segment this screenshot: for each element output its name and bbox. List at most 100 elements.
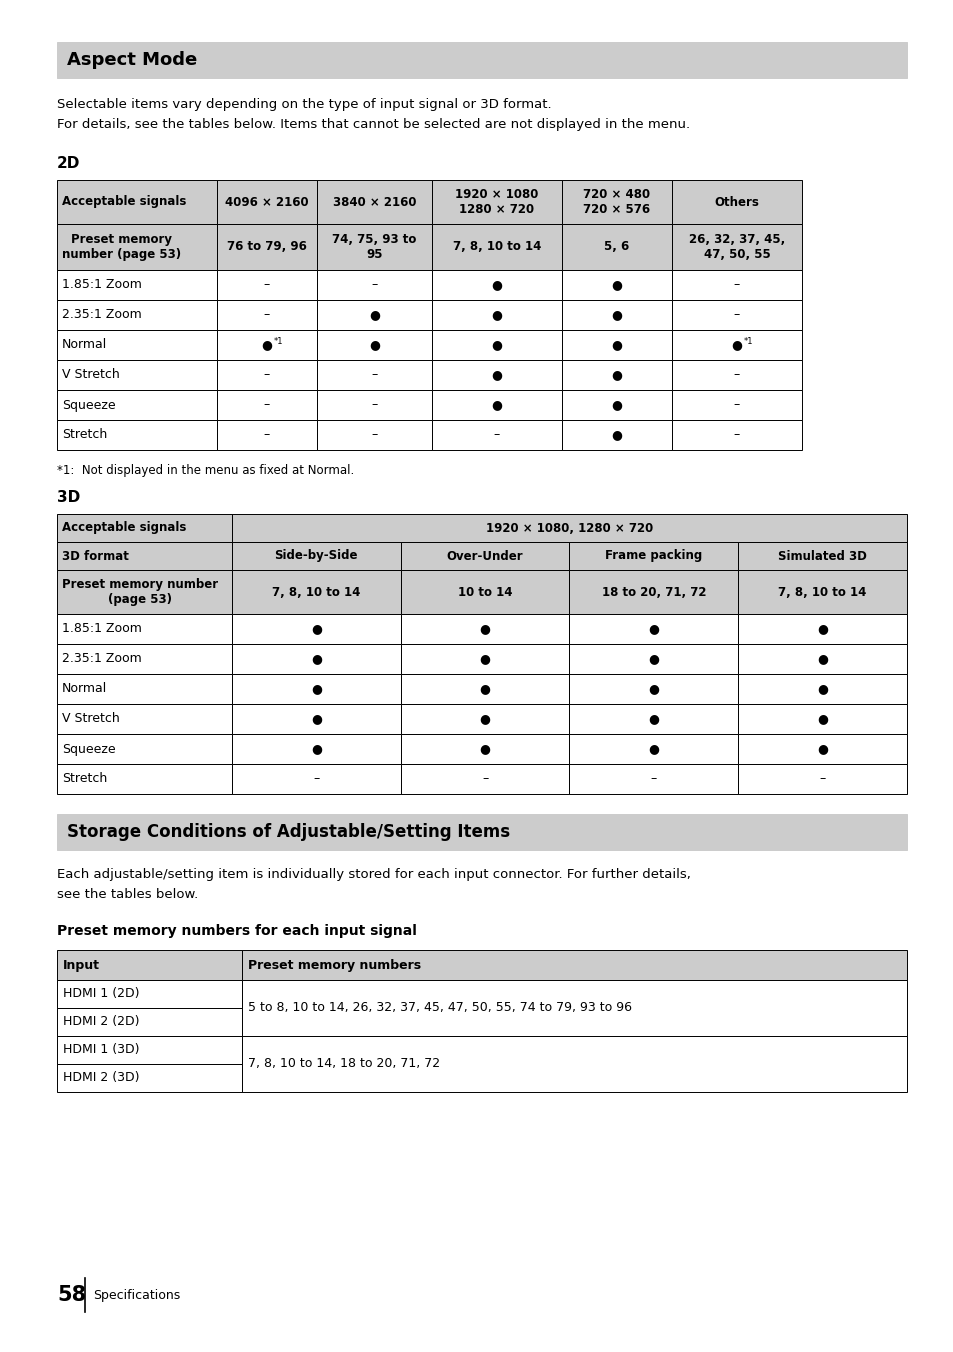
Bar [738, 675, 906, 704]
Bar [57, 950, 242, 980]
Bar [569, 675, 738, 704]
Text: ●: ● [479, 683, 490, 695]
Text: Specifications: Specifications [92, 1288, 180, 1302]
Text: 3D: 3D [57, 489, 80, 506]
Text: Preset memory number
(page 53): Preset memory number (page 53) [62, 579, 218, 606]
Text: 18 to 20, 71, 72: 18 to 20, 71, 72 [601, 585, 705, 599]
Bar [57, 542, 232, 571]
Text: ●: ● [817, 653, 827, 665]
Text: Preset memory numbers: Preset memory numbers [248, 959, 420, 972]
Text: 26, 32, 37, 45,
47, 50, 55: 26, 32, 37, 45, 47, 50, 55 [688, 233, 784, 261]
Text: Stretch: Stretch [62, 772, 107, 786]
Text: –: – [733, 429, 740, 442]
Bar [671, 420, 801, 450]
Text: ●: ● [311, 713, 321, 726]
Bar [561, 224, 671, 270]
Text: 3D format: 3D format [62, 549, 129, 562]
Bar [57, 734, 232, 764]
Bar [569, 542, 738, 571]
Text: ●: ● [731, 338, 741, 352]
Text: –: – [733, 279, 740, 292]
Bar [316, 330, 432, 360]
Bar [400, 704, 569, 734]
Text: –: – [264, 279, 270, 292]
Bar [432, 270, 561, 300]
Bar [216, 300, 316, 330]
Bar [57, 814, 906, 850]
Bar [400, 571, 569, 614]
Text: 7, 8, 10 to 14: 7, 8, 10 to 14 [272, 585, 360, 599]
Text: ●: ● [648, 653, 659, 665]
Bar [569, 644, 738, 675]
Text: –: – [264, 399, 270, 411]
Text: 720 × 480
720 × 576: 720 × 480 720 × 576 [583, 188, 650, 216]
Bar [432, 224, 561, 270]
Text: 2D: 2D [57, 155, 80, 170]
Bar [216, 270, 316, 300]
Text: ●: ● [491, 308, 502, 322]
Text: –: – [264, 308, 270, 322]
Bar [57, 330, 216, 360]
Bar [57, 1064, 242, 1092]
Text: –: – [733, 399, 740, 411]
Text: ●: ● [648, 713, 659, 726]
Text: 7, 8, 10 to 14, 18 to 20, 71, 72: 7, 8, 10 to 14, 18 to 20, 71, 72 [248, 1057, 439, 1071]
Text: ●: ● [261, 338, 273, 352]
Text: –: – [371, 279, 377, 292]
Text: ●: ● [311, 622, 321, 635]
Bar [232, 542, 400, 571]
Text: ●: ● [491, 338, 502, 352]
Text: 7, 8, 10 to 14: 7, 8, 10 to 14 [453, 241, 540, 254]
Text: –: – [481, 772, 488, 786]
Text: 1.85:1 Zoom: 1.85:1 Zoom [62, 279, 142, 292]
Text: ●: ● [491, 399, 502, 411]
Bar [57, 644, 232, 675]
Text: 1.85:1 Zoom: 1.85:1 Zoom [62, 622, 142, 635]
Text: Acceptable signals: Acceptable signals [62, 196, 186, 208]
Text: –: – [819, 772, 825, 786]
Bar [316, 224, 432, 270]
Text: ●: ● [369, 308, 379, 322]
Text: Normal: Normal [62, 338, 107, 352]
Text: 5, 6: 5, 6 [604, 241, 629, 254]
Text: ●: ● [479, 653, 490, 665]
Text: Simulated 3D: Simulated 3D [778, 549, 866, 562]
Text: ●: ● [611, 338, 621, 352]
Bar [671, 270, 801, 300]
Text: 10 to 14: 10 to 14 [457, 585, 512, 599]
Bar [561, 389, 671, 420]
Bar [738, 614, 906, 644]
Bar [316, 360, 432, 389]
Bar [432, 420, 561, 450]
Bar [57, 224, 216, 270]
Text: ●: ● [491, 279, 502, 292]
Bar [216, 180, 316, 224]
Bar [242, 1036, 906, 1092]
Text: Over-Under: Over-Under [446, 549, 523, 562]
Text: see the tables below.: see the tables below. [57, 888, 198, 900]
Text: ●: ● [479, 742, 490, 756]
Text: Stretch: Stretch [62, 429, 107, 442]
Bar [316, 270, 432, 300]
Bar [738, 542, 906, 571]
Bar [57, 675, 232, 704]
Bar [561, 180, 671, 224]
Bar [232, 644, 400, 675]
Bar [216, 224, 316, 270]
Bar [432, 360, 561, 389]
Bar [57, 300, 216, 330]
Text: 58: 58 [57, 1284, 86, 1305]
Bar [216, 330, 316, 360]
Text: 7, 8, 10 to 14: 7, 8, 10 to 14 [778, 585, 866, 599]
Text: ●: ● [479, 713, 490, 726]
Bar [57, 270, 216, 300]
Bar [232, 571, 400, 614]
Bar [432, 330, 561, 360]
Bar [400, 542, 569, 571]
Bar [57, 614, 232, 644]
Text: Aspect Mode: Aspect Mode [67, 51, 197, 69]
Text: Others: Others [714, 196, 759, 208]
Bar [400, 734, 569, 764]
Bar [232, 614, 400, 644]
Bar [569, 571, 738, 614]
